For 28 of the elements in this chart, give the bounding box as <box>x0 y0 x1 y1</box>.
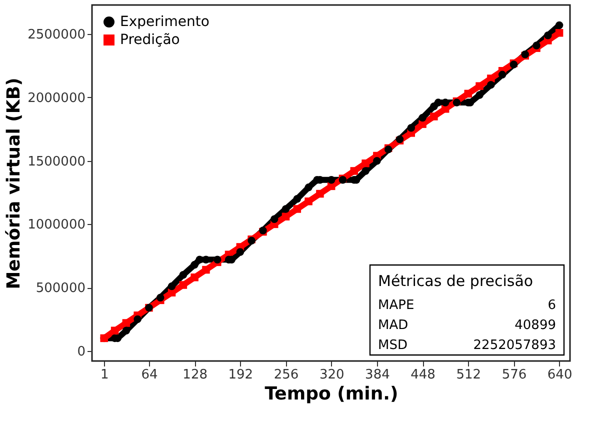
x-axis-title: Tempo (min.) <box>264 384 398 404</box>
x-tick-label: 1 <box>100 368 109 382</box>
annotation: 6 <box>548 298 556 313</box>
y-tick-label: 1500000 <box>28 154 86 170</box>
annotation: 2252057893 <box>473 338 556 353</box>
legend-label: Predição <box>120 32 180 48</box>
x-tick-label: 256 <box>274 368 299 382</box>
x-tick-label: 512 <box>456 368 482 382</box>
x-tick-label: 64 <box>141 368 158 382</box>
y-tick-label: 2000000 <box>28 90 86 106</box>
annotation: Métricas de precisão <box>378 272 534 290</box>
annotation: MAPE <box>378 298 414 313</box>
x-tick-label: 320 <box>319 368 344 382</box>
y-axis-title: Memória virtual (KB) <box>4 78 25 290</box>
x-tick-label: 384 <box>365 368 390 382</box>
x-tick-label: 640 <box>547 368 572 382</box>
y-tick-label: 1000000 <box>28 218 86 233</box>
x-tick-label: 576 <box>502 368 527 382</box>
x-tick-label: 128 <box>182 368 208 382</box>
annotation: MSD <box>378 338 408 353</box>
annotation: MAD <box>378 318 408 333</box>
annotation: 40899 <box>514 318 556 333</box>
legend-label: Experimento <box>120 14 210 30</box>
y-tick-label: 2500000 <box>28 28 86 43</box>
x-tick-label: 192 <box>228 368 254 382</box>
y-tick-label: 500000 <box>36 281 86 296</box>
x-tick-label: 448 <box>410 368 436 382</box>
y-tick-label: 0 <box>77 344 86 360</box>
